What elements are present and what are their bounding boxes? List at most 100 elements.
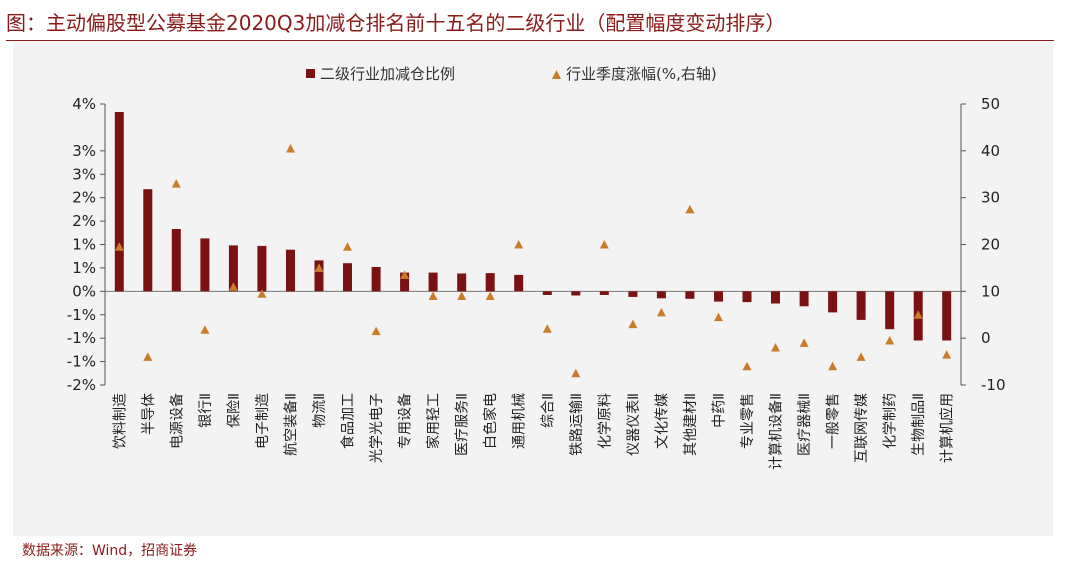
bar [571, 291, 581, 296]
triangle-marker [828, 361, 838, 371]
chart-legend: 二级行业加减仓比例 行业季度涨幅(%,右轴) [306, 65, 717, 83]
right-axis-tick-label: 50 [981, 95, 1000, 113]
bar [685, 291, 695, 299]
bar [485, 273, 495, 292]
bar [885, 291, 895, 330]
right-axis-tick-label: 30 [981, 189, 1000, 207]
left-axis-tick-label: 2% [72, 189, 96, 207]
bar [286, 249, 295, 292]
triangle-marker [856, 352, 866, 361]
left-axis-tick-label: -2% [67, 376, 96, 394]
bar [171, 229, 181, 292]
category-label: 综合Ⅱ [540, 393, 556, 428]
right-axis-tick-label: -10 [981, 376, 1006, 394]
triangle-marker [143, 352, 153, 361]
bar [457, 273, 467, 292]
category-label: 计算机应用 [939, 393, 956, 463]
bar [599, 291, 609, 295]
triangle-marker [599, 240, 609, 249]
category-label: 物流Ⅱ [312, 393, 328, 428]
bar [114, 112, 124, 292]
chart-title: 图：主动偏股型公募基金2020Q3加减仓排名前十五名的二级行业（配置幅度变动排序… [6, 11, 786, 35]
triangle-marker [771, 343, 780, 352]
triangle-marker [542, 324, 552, 333]
bar [828, 291, 838, 313]
left-axis-tick-label: 4% [72, 95, 96, 113]
triangle-marker [371, 326, 381, 336]
bar [228, 245, 238, 292]
left-axis-tick-label: 1% [72, 236, 96, 254]
left-axis-tick-label: -1% [67, 306, 96, 324]
category-label: 专业零售 [740, 393, 756, 449]
legend-bar-label: 二级行业加减仓比例 [320, 65, 455, 83]
category-label: 银行Ⅱ [198, 393, 214, 428]
category-label: 仪器仪表Ⅱ [626, 393, 642, 456]
category-label: 食品加工 [340, 393, 357, 449]
category-label: 铁路运输Ⅱ [569, 393, 585, 456]
left-axis-tick-label: 3% [72, 165, 96, 183]
triangle-marker [628, 319, 638, 329]
bar [628, 291, 638, 297]
triangle-marker [742, 361, 752, 371]
category-label: 通用机械 [512, 393, 528, 449]
triangle-marker [114, 242, 124, 251]
bar [542, 291, 552, 295]
triangle-marker [485, 291, 495, 300]
right-axis-tick-label: 0 [981, 329, 991, 347]
bar [856, 291, 866, 320]
category-label: 电源设备 [168, 393, 185, 449]
triangle-marker [171, 179, 181, 188]
category-label: 计算机设备Ⅱ [768, 393, 785, 470]
triangle-marker [286, 144, 295, 153]
category-label: 生物制品Ⅱ [911, 393, 927, 456]
category-label: 白色家电 [482, 393, 499, 449]
right-axis-tick-label: 10 [981, 282, 1000, 300]
category-label: 医疗器械Ⅱ [797, 393, 813, 456]
category-label: 电子制造 [255, 393, 271, 449]
category-label: 专用设备 [397, 393, 414, 449]
triangle-marker [942, 350, 952, 359]
category-label: 互联网传媒 [854, 393, 870, 463]
bar [428, 272, 438, 292]
category-label: 文化传媒 [654, 393, 670, 449]
triangle-marker [343, 242, 352, 251]
bar [799, 291, 809, 307]
triangle-marker [314, 263, 324, 272]
left-axis-tick-label: 1% [72, 259, 96, 277]
source-note: 数据来源：Wind，招商证券 [22, 543, 198, 559]
triangle-marker [228, 282, 238, 291]
category-labels: 饮料制造 半导体 电源设备 银行Ⅱ 保险Ⅱ 电子制造 航空装备Ⅱ 物流Ⅱ 食品加工 光学光电子 专用… [112, 393, 955, 470]
right-axis-tick-label: 40 [981, 142, 1000, 160]
bar-series [114, 112, 952, 341]
legend-triangle-label: 行业季度涨幅(%,右轴) [566, 65, 717, 83]
category-label: 航空装备Ⅱ [283, 393, 300, 456]
right-axis-tick-label: 20 [981, 236, 1000, 254]
triangle-marker [257, 289, 267, 298]
legend-triangle-swatch [552, 70, 561, 79]
category-label: 化学原料 [597, 393, 613, 449]
triangle-marker [428, 291, 438, 300]
triangle-marker [656, 307, 666, 317]
bar [343, 263, 352, 292]
category-label: 家用轻工 [425, 393, 442, 449]
bar [742, 291, 752, 303]
bar [200, 238, 210, 292]
triangle-marker [913, 310, 923, 319]
category-label: 光学光电子 [369, 393, 385, 463]
triangle-marker [200, 325, 210, 334]
bar [714, 291, 723, 302]
chart-axes: 4% 3% 3% 2% 2% 1% 1% 0% -1% -1% -1% -2% 50 40 30 20 10 0 -… [67, 95, 1006, 394]
category-label: 中药Ⅱ [712, 393, 728, 428]
triangle-marker [457, 291, 467, 300]
category-label: 化学制药 [883, 393, 899, 449]
title-divider [6, 40, 1054, 41]
chart-panel: 二级行业加减仓比例 行业季度涨幅(%,右轴) 4% 3% 3% 2% 2% 1% 1% 0% -… [13, 42, 1053, 536]
bar [942, 291, 952, 341]
triangle-marker [514, 240, 524, 249]
category-label: 医疗服务Ⅱ [455, 393, 471, 456]
category-label: 其他建材Ⅱ [683, 393, 699, 456]
bar [371, 267, 381, 292]
category-label: 保险Ⅱ [226, 393, 242, 428]
legend-bar-swatch [306, 69, 315, 78]
combo-bar-scatter-chart: 二级行业加减仓比例 行业季度涨幅(%,右轴) 4% 3% 3% 2% 2% 1% 1% 0% -… [67, 65, 1006, 470]
